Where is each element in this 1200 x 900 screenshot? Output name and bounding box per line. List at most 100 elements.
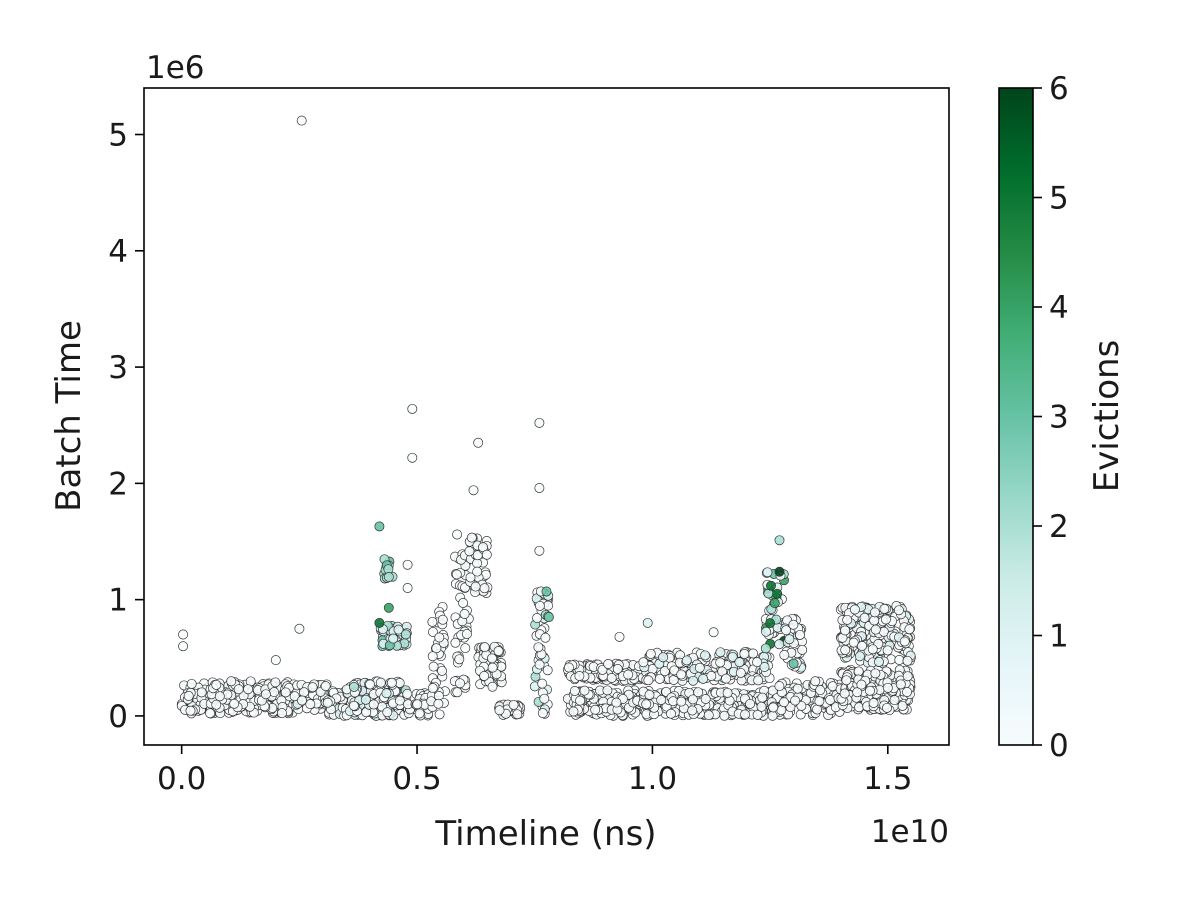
data-point xyxy=(687,705,698,716)
data-point xyxy=(638,657,649,668)
data-point xyxy=(788,619,799,630)
data-point xyxy=(487,662,498,673)
data-point xyxy=(569,686,580,696)
plot-frame xyxy=(143,87,950,746)
data-point xyxy=(810,676,821,687)
data-point xyxy=(400,629,411,640)
colorbar-tick-label: 0 xyxy=(1049,728,1069,764)
data-point xyxy=(270,655,281,666)
data-point xyxy=(579,685,590,696)
data-point xyxy=(715,657,726,668)
data-point xyxy=(612,664,623,674)
y-axis-label: Batch Time xyxy=(49,320,89,512)
data-point xyxy=(459,609,470,619)
colorbar-tick-label: 2 xyxy=(1049,509,1069,545)
data-point xyxy=(656,695,667,705)
data-point xyxy=(668,696,679,707)
data-point xyxy=(688,675,699,686)
y-tick-label: 3 xyxy=(108,350,128,386)
data-point xyxy=(643,675,654,686)
data-point xyxy=(533,642,544,653)
data-point xyxy=(797,644,808,655)
data-point xyxy=(606,673,617,683)
data-point xyxy=(774,681,785,692)
data-point xyxy=(693,687,704,698)
data-point xyxy=(715,647,726,658)
data-point xyxy=(575,695,586,706)
data-point xyxy=(735,667,746,678)
colorbar-gradient xyxy=(998,87,1034,746)
data-point xyxy=(402,583,413,593)
data-point xyxy=(760,643,771,654)
data-point xyxy=(479,671,490,681)
data-point xyxy=(899,636,910,647)
data-point xyxy=(739,649,750,659)
data-point xyxy=(721,673,732,684)
data-point xyxy=(654,673,665,684)
data-point xyxy=(464,546,475,557)
data-point xyxy=(437,665,447,676)
data-point xyxy=(563,662,574,673)
data-point xyxy=(752,657,763,668)
data-point xyxy=(543,600,554,611)
colorbar-label: Evictions xyxy=(1087,340,1127,493)
data-point xyxy=(183,691,194,701)
data-point xyxy=(434,632,445,643)
data-point xyxy=(703,710,714,721)
data-point xyxy=(466,532,477,543)
data-point xyxy=(779,650,790,660)
data-point xyxy=(243,684,254,695)
data-point xyxy=(893,605,904,616)
data-point xyxy=(602,685,613,696)
data-point xyxy=(768,702,779,713)
x-tick-label: 1.0 xyxy=(628,761,677,797)
data-point xyxy=(769,598,780,609)
data-point xyxy=(765,618,776,629)
x-tick-label: 0.0 xyxy=(157,761,206,797)
data-point xyxy=(296,115,307,126)
data-point xyxy=(869,607,880,618)
data-point xyxy=(614,631,625,642)
data-point xyxy=(767,710,778,721)
data-point xyxy=(781,625,792,636)
x-axis-label: Timeline (ns) xyxy=(434,814,656,854)
data-point xyxy=(280,687,291,698)
data-point xyxy=(473,437,484,448)
data-point xyxy=(745,698,756,709)
data-point xyxy=(788,658,799,669)
data-point xyxy=(427,683,438,694)
data-point xyxy=(534,600,545,611)
data-point xyxy=(779,697,789,708)
scatter-points xyxy=(176,115,916,721)
data-point xyxy=(260,689,271,700)
data-point xyxy=(307,682,318,693)
data-point xyxy=(762,567,773,578)
data-point xyxy=(185,705,196,716)
data-point xyxy=(542,665,553,676)
data-point xyxy=(867,644,878,655)
data-point xyxy=(394,695,405,706)
data-point xyxy=(727,651,738,662)
data-point xyxy=(752,709,763,720)
data-point xyxy=(269,687,280,698)
data-point xyxy=(450,637,461,648)
data-point xyxy=(407,452,418,463)
data-point xyxy=(644,689,655,700)
data-point xyxy=(196,687,207,698)
colorbar-tick-label: 4 xyxy=(1049,290,1069,326)
colorbar-tick-label: 1 xyxy=(1049,619,1069,655)
data-point xyxy=(641,699,652,710)
colorbar-tick-label: 6 xyxy=(1049,71,1069,107)
data-point xyxy=(534,417,545,428)
data-point xyxy=(294,623,305,634)
data-point xyxy=(761,626,772,637)
data-point xyxy=(894,655,905,665)
data-point xyxy=(374,617,385,628)
data-point xyxy=(461,629,472,639)
data-point xyxy=(348,700,359,711)
data-point xyxy=(468,485,479,496)
data-point xyxy=(434,709,445,720)
colorbar-ticks: 0 1 2 3 4 5 6 xyxy=(1033,71,1069,764)
data-point xyxy=(360,694,371,705)
